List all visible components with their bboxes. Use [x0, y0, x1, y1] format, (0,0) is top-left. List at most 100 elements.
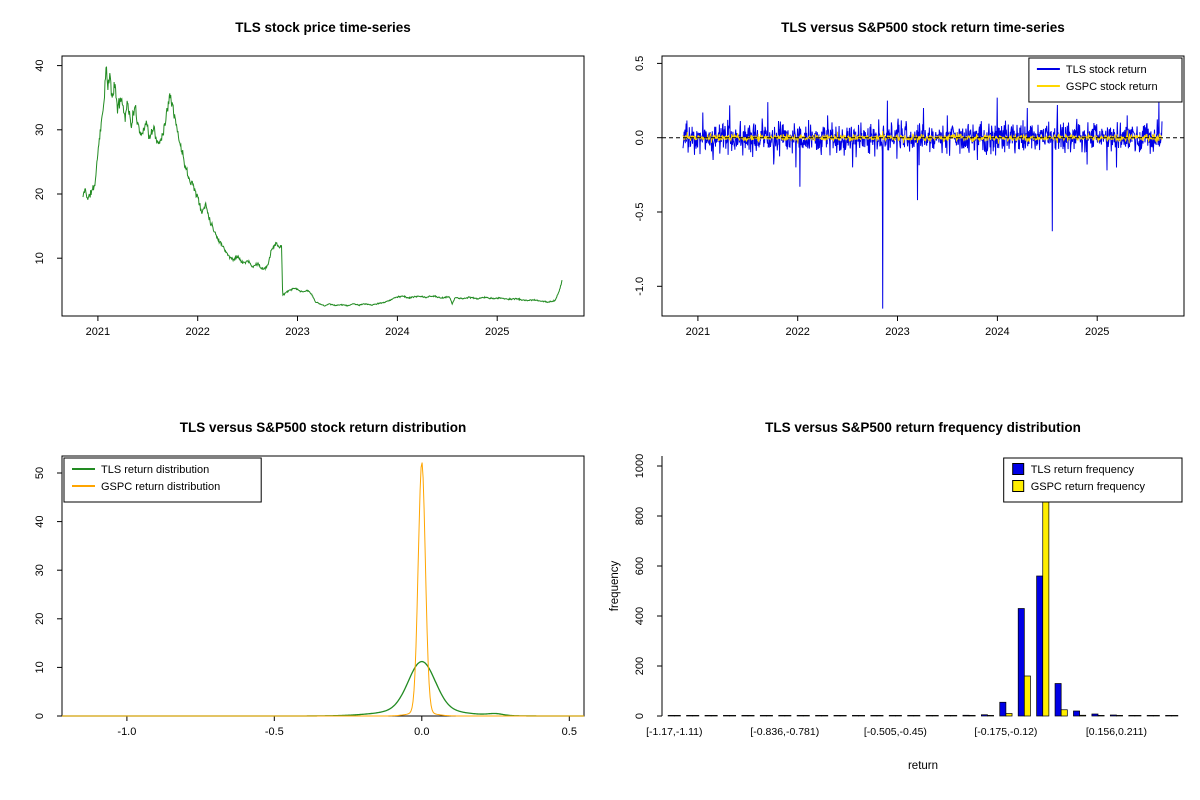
frequency-bar [729, 715, 737, 717]
frequency-bar [839, 715, 847, 717]
axis-text: 400 [634, 607, 646, 625]
chart-title-tls-price: TLS stock price time-series [235, 20, 411, 35]
frequency-bar [766, 715, 773, 717]
legend-box [1028, 57, 1183, 103]
axis-text: frequency [609, 561, 621, 612]
axis-text: 1000 [634, 454, 646, 478]
frequency-bar [1060, 709, 1068, 717]
frequency-bar [870, 715, 878, 717]
axis-text: 20 [34, 613, 46, 625]
plot-box [61, 55, 585, 317]
axis-text: 50 [34, 467, 46, 479]
axis-text: 40 [34, 515, 46, 527]
tls-price-chart: 2021 2022 2023 2024 2025 10 20 30 40 [34, 55, 585, 338]
frequency-bar [673, 715, 681, 717]
chart-title-return-distribution: TLS versus S&P500 stock return distribut… [179, 420, 467, 435]
frequency-bar [1146, 715, 1154, 717]
frequency-bar [778, 715, 786, 717]
frequency-bar [1005, 713, 1013, 717]
frequency-bar [796, 715, 804, 717]
chart-title-return-frequency: TLS versus S&P500 return frequency distr… [765, 420, 1081, 435]
legend: TLS return frequency GSPC return frequenc… [1003, 457, 1183, 503]
axis-text: 2025 [1085, 326, 1109, 338]
frequency-bar [1128, 715, 1136, 717]
axis-text: TLS stock return [1066, 64, 1147, 76]
frequency-bar [1091, 713, 1099, 717]
legend: TLS stock return GSPC stock return [1028, 57, 1183, 103]
axis-text: 2021 [86, 326, 110, 338]
axis-text: 0.0 [414, 726, 429, 738]
frequency-bar [1073, 710, 1080, 717]
axis-text: [-0.505,-0.45) [864, 726, 927, 738]
frequency-bar [667, 715, 675, 717]
axis-text: 2021 [686, 326, 710, 338]
plot-box [661, 55, 1185, 317]
axis-text: [-0.836,-0.781) [750, 726, 819, 738]
panel-return-frequency: TLS versus S&P500 return frequency distr… [600, 400, 1200, 800]
axis-text: 0.0 [634, 130, 646, 145]
axis-text: GSPC stock return [1066, 81, 1158, 93]
density-curve [62, 660, 584, 717]
axis-text: 2023 [885, 326, 909, 338]
frequency-bar [710, 715, 718, 717]
panel-return-timeseries: TLS versus S&P500 stock return time-seri… [600, 0, 1200, 400]
axis-text: 2023 [285, 326, 309, 338]
frequency-bar [1171, 715, 1179, 717]
axis-text: -1.0 [634, 277, 646, 296]
legend-swatch [1012, 463, 1025, 475]
axis-text: 0.5 [634, 56, 646, 71]
frequency-bar [686, 715, 694, 717]
frequency-bar [692, 715, 700, 717]
axis-text: 30 [34, 124, 46, 136]
axis-text: 0.5 [562, 726, 577, 738]
frequency-bar [784, 715, 792, 717]
frequency-bar [1042, 500, 1050, 717]
frequency-bar [999, 701, 1007, 717]
axis-text: [-1.17,-1.11) [646, 726, 702, 738]
axis-text: [-0.175,-0.12) [974, 726, 1037, 738]
frequency-bar [913, 715, 921, 717]
return-timeseries-chart: 2021 2022 2023 2024 2025 0.5 0.0 -0.5 -1.0 TLS st… [634, 55, 1185, 338]
axis-text: -0.5 [634, 203, 646, 222]
legend-box [1003, 457, 1183, 503]
frequency-bar [1116, 715, 1123, 717]
frequency-bar [1152, 715, 1160, 717]
frequency-bar [1023, 675, 1031, 717]
frequency-bar [931, 715, 939, 717]
frequency-bar [759, 715, 767, 717]
frequency-bar [802, 715, 810, 717]
axis-text: 30 [34, 564, 46, 576]
axis-text: 200 [634, 657, 646, 675]
axis-text: 2022 [785, 326, 809, 338]
axis-text: -0.5 [265, 726, 284, 738]
series-line [82, 66, 563, 307]
frequency-bar [1165, 715, 1173, 717]
frequency-bar [1097, 715, 1105, 717]
axis-text: 10 [34, 252, 46, 264]
plot-content: TLS return distribution GSPC return distr… [62, 457, 584, 717]
frequency-bar [833, 715, 841, 717]
return-frequency-chart: 0 200 400 600 800 1000 return frequency [-1.17,-… [609, 454, 1183, 772]
axis-text: 800 [634, 507, 646, 525]
frequency-bar [1134, 715, 1142, 717]
axis-text: GSPC return distribution [101, 481, 220, 493]
axes: 0 200 400 600 800 1000 return frequency [609, 454, 938, 772]
plot-content: TLS stock return GSPC stock return [662, 57, 1184, 309]
frequency-bar [907, 715, 915, 717]
axis-text: 2025 [485, 326, 509, 338]
axis-text: 40 [34, 59, 46, 71]
frequency-bar [944, 715, 951, 717]
frequency-bar [704, 715, 712, 717]
frequency-bar [821, 715, 829, 717]
legend: TLS return distribution GSPC return distr… [63, 457, 262, 503]
axis-text: [0.156,0.211) [1086, 726, 1147, 738]
frequency-bar [987, 715, 994, 717]
axis-text: TLS return distribution [101, 464, 209, 476]
frequency-bar [962, 714, 970, 717]
frequency-bar [950, 715, 958, 717]
axes: 2021 2022 2023 2024 2025 0.5 0.0 -0.5 -1.0 [634, 55, 1185, 338]
density-curve [62, 462, 584, 717]
frequency-bar [815, 715, 823, 717]
return-distribution-chart: -1.0 -0.5 0.0 0.5 0 10 20 30 40 50 TLS return dist… [34, 455, 585, 738]
